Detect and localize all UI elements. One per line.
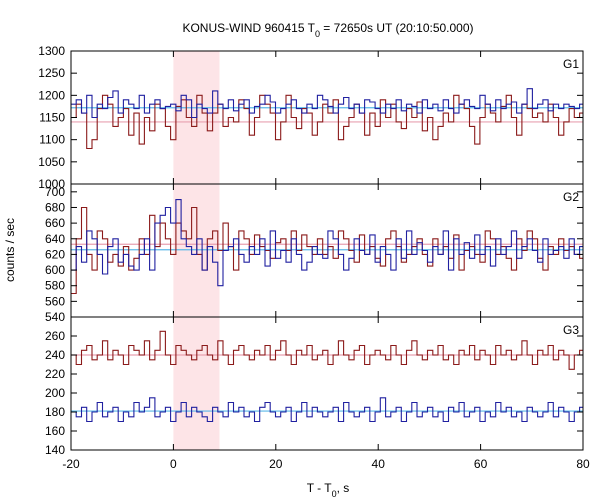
panel-g3: 140 160 180 200 220 240 260 G3: [45, 316, 584, 457]
y-tick-label: 560: [45, 294, 65, 308]
panel-plot-area: [71, 330, 583, 423]
x-tick-label: 40: [372, 457, 386, 471]
x-tick-label: 60: [474, 457, 488, 471]
chart-title-main: KONUS-WIND 960415 T: [182, 21, 315, 35]
y-tick-label: 200: [45, 386, 65, 400]
chart-title-rest: = 72650s UT (20:10:50.000): [320, 21, 474, 35]
panel-g1: 1000 1050 1100 1150 1200 1250 1300 G1: [38, 44, 584, 191]
y-tick-label: 220: [45, 367, 65, 381]
y-tick-label: 680: [45, 200, 65, 214]
panel-plot-area: [71, 199, 583, 295]
x-axis: -20 0 20 40 60 80: [62, 457, 590, 471]
y-tick-label: 240: [45, 348, 65, 362]
y-tick-label: 160: [45, 424, 65, 438]
y-tick-label: 600: [45, 263, 65, 277]
panel-label: G2: [563, 190, 579, 204]
y-tick-label: 540: [45, 310, 65, 324]
chart-title: KONUS-WIND 960415 T0 = 72650s UT (20:10:…: [182, 21, 473, 39]
x-axis-title-rest: , s: [337, 481, 350, 495]
y-tick-label: 1250: [38, 66, 65, 80]
series-line-1: [71, 199, 583, 287]
y-tick-label: 1000: [38, 177, 65, 191]
y-tick-label: 1150: [39, 111, 65, 125]
y-tick-label: 1200: [38, 88, 65, 102]
y-tick-label: 1050: [38, 155, 65, 169]
series-line-1: [71, 397, 583, 423]
y-tick-label: 620: [45, 247, 65, 261]
panel-plot-area: [71, 88, 583, 150]
y-tick-label: 180: [45, 405, 65, 419]
y-tick-label: 260: [45, 329, 65, 343]
x-tick-label: -20: [62, 457, 80, 471]
y-axis-title: counts / sec: [3, 218, 17, 282]
y-tick-label: 1100: [39, 133, 65, 147]
series-line-0: [71, 330, 583, 370]
x-tick-label: 0: [170, 457, 177, 471]
series-line-1: [71, 88, 583, 119]
x-axis-title: T - T0, s: [307, 481, 350, 499]
x-axis-title-subscript: 0: [332, 489, 337, 499]
panel-frame: [70, 316, 584, 451]
x-axis-title-main: T - T: [307, 481, 333, 495]
highlight-band: [173, 317, 220, 450]
x-tick-label: 20: [269, 457, 283, 471]
y-tick-label: 640: [45, 232, 65, 246]
panel-label: G1: [563, 57, 579, 71]
y-tick-label: 700: [45, 185, 65, 199]
panel-label: G3: [563, 323, 579, 337]
chart-title-subscript: 0: [315, 29, 320, 39]
y-tick-label: 140: [45, 443, 65, 457]
y-tick-label: 1300: [38, 44, 65, 58]
series-line-0: [71, 94, 583, 150]
y-tick-label: 580: [45, 279, 65, 293]
x-tick-label: 80: [576, 457, 590, 471]
y-tick-label: 660: [45, 216, 65, 230]
